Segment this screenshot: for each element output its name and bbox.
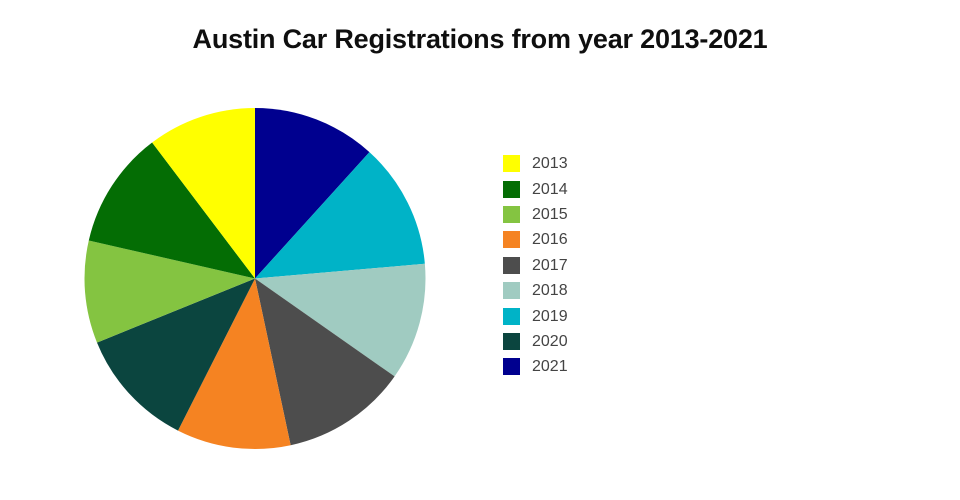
legend-swatch-2020 <box>503 332 520 350</box>
pie-slice-2019 <box>255 152 425 279</box>
legend-swatch-2016 <box>503 231 520 249</box>
legend-label-2015: 2015 <box>532 205 568 223</box>
legend-item-2015: 2015 <box>503 202 568 227</box>
legend-label-2016: 2016 <box>532 231 568 249</box>
legend-label-2017: 2017 <box>532 256 568 274</box>
legend-item-2019: 2019 <box>503 303 568 328</box>
legend-label-2020: 2020 <box>532 332 568 350</box>
legend-item-2020: 2020 <box>503 329 568 354</box>
legend-label-2014: 2014 <box>532 180 568 198</box>
pie-slice-2020 <box>97 278 255 431</box>
pie-slice-2017 <box>255 278 395 446</box>
legend-swatch-2015 <box>503 205 520 223</box>
legend-label-2021: 2021 <box>532 358 568 376</box>
legend-item-2016: 2016 <box>503 227 568 252</box>
legend-swatch-2018 <box>503 282 520 300</box>
pie-slice-2016 <box>178 278 291 449</box>
legend-item-2021: 2021 <box>503 354 568 379</box>
legend-label-2013: 2013 <box>532 155 568 173</box>
pie-slice-2018 <box>255 263 426 377</box>
legend-label-2018: 2018 <box>532 282 568 300</box>
legend-swatch-2019 <box>503 307 520 325</box>
legend-item-2018: 2018 <box>503 278 568 303</box>
legend-swatch-2017 <box>503 256 520 274</box>
pie-slice-2013 <box>152 108 255 279</box>
legend-swatch-2014 <box>503 180 520 198</box>
legend-item-2013: 2013 <box>503 151 568 176</box>
pie-slice-2015 <box>84 240 255 343</box>
legend: 2013 2014 2015 2016 2017 2018 2019 2020 2021 <box>503 151 568 380</box>
legend-item-2017: 2017 <box>503 253 568 278</box>
legend-swatch-2013 <box>503 155 520 173</box>
legend-swatch-2021 <box>503 358 520 376</box>
legend-label-2019: 2019 <box>532 307 568 325</box>
pie-slice-2014 <box>88 142 255 279</box>
legend-item-2014: 2014 <box>503 176 568 201</box>
pie-slice-2021 <box>255 108 370 279</box>
chart-title: Austin Car Registrations from year 2013-… <box>192 24 768 54</box>
